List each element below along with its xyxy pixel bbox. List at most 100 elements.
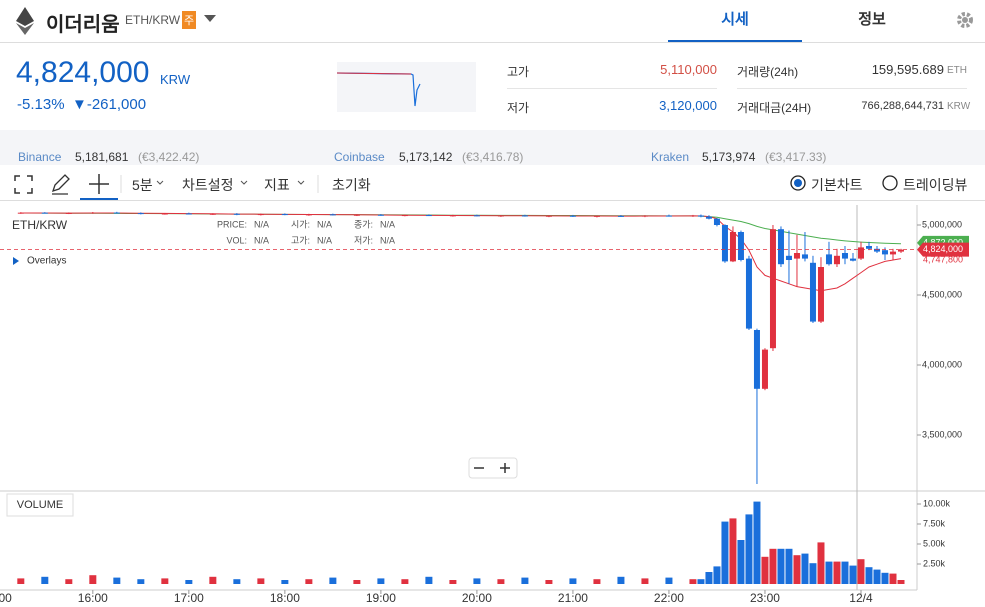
candle-body bbox=[721, 225, 728, 262]
chart-title: ETH/KRW bbox=[12, 218, 68, 232]
tab[interactable]: 정보 bbox=[858, 11, 886, 28]
radio[interactable] bbox=[882, 175, 898, 191]
overlays[interactable]: Overlays bbox=[27, 256, 66, 267]
candle-body bbox=[769, 229, 776, 349]
y-tick-label: 7.50k bbox=[923, 518, 946, 528]
candle-body bbox=[873, 248, 880, 252]
x-tick-label: 16:00 bbox=[78, 591, 108, 605]
candle-body bbox=[233, 213, 240, 215]
volume-bar bbox=[713, 566, 721, 584]
volume-bar bbox=[281, 580, 289, 584]
volume-bar bbox=[833, 561, 841, 584]
candle-body bbox=[809, 262, 816, 322]
interval[interactable]: 5분 bbox=[132, 177, 153, 193]
candle-body bbox=[817, 267, 824, 322]
stat-label: 고가 bbox=[507, 65, 530, 79]
view-option[interactable]: 트레이딩뷰 bbox=[903, 177, 968, 193]
info-label: 저가: bbox=[354, 235, 373, 245]
volume-bar bbox=[137, 579, 145, 584]
price-tag-label: 4,872,000 bbox=[923, 237, 963, 247]
candle-body bbox=[65, 212, 72, 214]
y-tick-label: 3,500,000 bbox=[922, 429, 962, 439]
candle-body bbox=[665, 215, 672, 217]
exchange-name: Binance bbox=[18, 150, 62, 164]
exchange-band bbox=[0, 130, 985, 165]
stat-value: 5,110,000 bbox=[660, 62, 717, 77]
exchange-name: Coinbase bbox=[334, 150, 385, 164]
candle-body bbox=[569, 215, 576, 217]
exchange-eur: (€3,416.78) bbox=[462, 150, 524, 164]
caret bbox=[156, 180, 305, 185]
exchange-name: Kraken bbox=[651, 150, 690, 164]
candle-body bbox=[737, 232, 744, 260]
volume-bar bbox=[89, 575, 97, 584]
exchange-price: 5,173,142 bbox=[399, 150, 453, 164]
moving-average bbox=[20, 212, 902, 292]
candle-body bbox=[401, 215, 408, 217]
volume-bar bbox=[185, 580, 193, 584]
candle-body bbox=[281, 214, 288, 216]
candle-body bbox=[329, 214, 336, 216]
chart-settings[interactable]: 차트설정 bbox=[182, 177, 234, 193]
x-tick-label: 22:00 bbox=[654, 591, 684, 605]
info-label: 종가: bbox=[354, 219, 373, 229]
volume-bar bbox=[65, 579, 73, 584]
divider bbox=[0, 42, 985, 43]
volume-bar bbox=[825, 561, 833, 584]
x-tick-label: 15:00 bbox=[0, 591, 12, 605]
x-tick-label: 23:00 bbox=[750, 591, 780, 605]
candle-body bbox=[545, 215, 552, 217]
candle-body bbox=[849, 258, 856, 261]
x-tick-label: 18:00 bbox=[270, 591, 300, 605]
volume-bar bbox=[785, 548, 793, 584]
volume-bar bbox=[737, 540, 745, 584]
info-label: 시가: bbox=[291, 219, 310, 229]
volume-bar bbox=[849, 565, 857, 584]
volume-bar bbox=[753, 501, 761, 584]
candle-body bbox=[41, 212, 48, 214]
candle-body bbox=[89, 212, 96, 214]
stat-label: 거래대금(24H) bbox=[737, 101, 812, 115]
candle-body bbox=[825, 254, 832, 265]
coin-pair: ETH/KRW bbox=[125, 13, 181, 27]
reset[interactable]: 초기화 bbox=[332, 177, 371, 193]
stat-label: 거래량(24h) bbox=[737, 65, 799, 79]
fullscreen-icon[interactable] bbox=[14, 175, 33, 194]
crosshair-icon[interactable] bbox=[89, 174, 109, 194]
overlays-arrow[interactable] bbox=[13, 257, 19, 265]
info-value: N/A bbox=[317, 235, 332, 245]
candle-body bbox=[713, 218, 720, 225]
price-tag bbox=[917, 242, 969, 257]
draw-icon[interactable] bbox=[51, 174, 70, 195]
volume-bar bbox=[569, 578, 577, 584]
indicators[interactable]: 지표 bbox=[264, 177, 290, 193]
volume-bar bbox=[497, 579, 505, 584]
volume-bar bbox=[401, 579, 409, 584]
view-option[interactable]: 기본차트 bbox=[811, 177, 863, 193]
volume-bar bbox=[665, 577, 673, 584]
candle-body bbox=[425, 215, 432, 217]
candle-body bbox=[593, 215, 600, 217]
stat-label: 저가 bbox=[507, 101, 530, 115]
x-tick-label: 19:00 bbox=[366, 591, 396, 605]
exchange-eur: (€3,422.42) bbox=[138, 150, 200, 164]
eth-logo bbox=[16, 7, 34, 35]
y-tick-label: 10.00k bbox=[923, 498, 951, 508]
radio[interactable] bbox=[790, 175, 806, 191]
volume-bar bbox=[793, 555, 801, 584]
volume-bar bbox=[17, 578, 25, 584]
volume-bar bbox=[881, 572, 889, 584]
settings-icon[interactable] bbox=[956, 11, 974, 29]
candle-body bbox=[497, 215, 504, 217]
volume-bar bbox=[889, 573, 897, 584]
tab[interactable]: 시세 bbox=[668, 0, 802, 43]
dropdown[interactable] bbox=[204, 15, 216, 23]
stat-unit: KRW bbox=[947, 101, 971, 112]
exchange-eur: (€3,417.33) bbox=[765, 150, 827, 164]
info-value: N/A bbox=[254, 219, 269, 229]
zoom-buttons[interactable] bbox=[474, 463, 510, 473]
candle-body bbox=[777, 229, 784, 265]
volume-bar bbox=[769, 548, 777, 584]
price-unit: KRW bbox=[160, 72, 191, 87]
candle-body bbox=[473, 215, 480, 217]
